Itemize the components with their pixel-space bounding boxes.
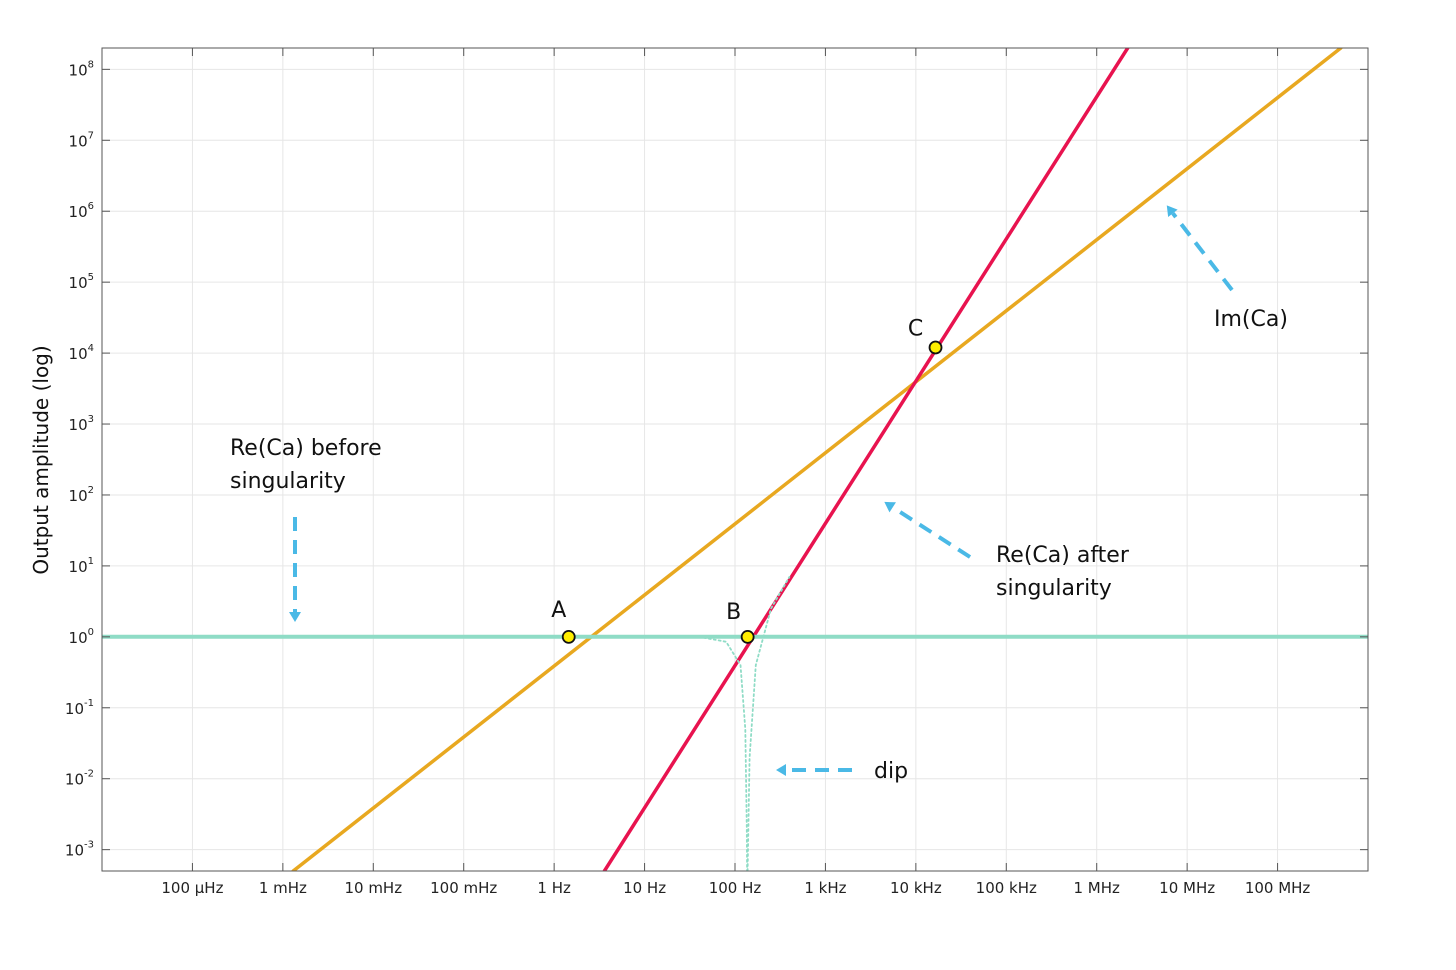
y-tick-label: 106 <box>69 201 94 221</box>
x-tick-label: 100 MHz <box>1245 879 1311 897</box>
point-label-A: A <box>551 598 566 623</box>
series-line-3 <box>698 635 748 871</box>
x-tick-label: 10 MHz <box>1159 879 1215 897</box>
point-marker-B <box>740 629 755 644</box>
y-tick-label: 107 <box>69 130 94 150</box>
point-markers: A B C <box>551 316 943 644</box>
x-tick-label: 100 mHz <box>430 879 497 897</box>
axis-ticks <box>102 48 1368 871</box>
point-marker-C <box>928 340 943 355</box>
grid <box>102 48 1368 871</box>
y-tick-label: 10-2 <box>65 769 94 789</box>
y-axis-label: Output amplitude (log) <box>29 345 53 574</box>
series-group <box>102 48 1368 871</box>
x-tick-label: 100 µHz <box>161 879 223 897</box>
annotation-arrow-2 <box>1171 212 1234 292</box>
y-tick-label: 108 <box>69 59 94 79</box>
y-tick-label: 105 <box>69 272 94 292</box>
annotation-arrowhead-3 <box>776 764 786 776</box>
annotation-text-3-0: dip <box>874 759 908 784</box>
annotation-text-1-0: Re(Ca) after <box>996 543 1130 568</box>
series-line-1 <box>602 48 1130 871</box>
annotation-arrowhead-2 <box>1166 205 1178 217</box>
x-tick-label: 1 Hz <box>537 879 571 897</box>
annotation-arrows <box>289 205 1234 776</box>
series-line-4 <box>746 576 791 871</box>
y-tick-label: 10-3 <box>65 840 94 860</box>
annotations: Re(Ca) before singularity Re(Ca) after sing… <box>230 307 1288 784</box>
annotation-text-1-1: singularity <box>996 576 1112 601</box>
point-marker-A <box>561 629 576 644</box>
annotation-arrow-1 <box>891 505 972 559</box>
annotation-text-0-0: Re(Ca) before <box>230 436 382 461</box>
y-tick-label: 100 <box>69 627 94 647</box>
annotation-arrowhead-1 <box>884 501 896 513</box>
y-tick-label: 101 <box>69 556 94 576</box>
y-tick-label: 103 <box>69 414 94 434</box>
annotation-arrowhead-0 <box>289 612 301 622</box>
y-tick-label: 102 <box>69 485 94 505</box>
x-tick-label: 100 kHz <box>976 879 1037 897</box>
y-tick-label: 10-1 <box>65 698 94 718</box>
y-tick-labels: 10-3 10-2 10-1 100 101 102 103 104 105 106 107 108 <box>65 59 94 859</box>
x-tick-labels: 100 µHz 1 mHz 10 mHz 100 mHz 1 Hz 10 Hz 100 Hz… <box>161 879 1310 897</box>
y-tick-label: 104 <box>69 343 94 363</box>
series-line-0 <box>291 48 1343 871</box>
point-label-B: B <box>726 600 741 625</box>
x-tick-label: 10 mHz <box>344 879 402 897</box>
x-tick-label: 1 mHz <box>259 879 307 897</box>
x-tick-label: 10 kHz <box>890 879 942 897</box>
x-tick-label: 10 Hz <box>623 879 666 897</box>
annotation-text-2-0: Im(Ca) <box>1214 307 1288 332</box>
annotation-text-0-1: singularity <box>230 469 346 494</box>
x-tick-label: 100 Hz <box>709 879 762 897</box>
x-tick-label: 1 MHz <box>1074 879 1121 897</box>
point-label-C: C <box>908 316 923 341</box>
x-tick-label: 1 kHz <box>804 879 846 897</box>
